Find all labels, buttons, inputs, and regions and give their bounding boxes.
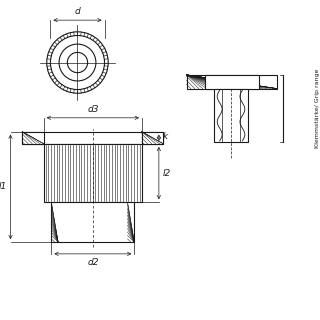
Text: k: k	[163, 132, 168, 141]
Text: d: d	[75, 7, 80, 16]
Polygon shape	[22, 132, 164, 144]
Text: d3: d3	[87, 105, 99, 114]
Polygon shape	[44, 144, 142, 202]
Text: l2: l2	[163, 169, 171, 178]
Polygon shape	[214, 89, 248, 142]
Polygon shape	[205, 75, 259, 89]
Text: l1: l1	[0, 182, 7, 191]
Text: d2: d2	[87, 258, 99, 267]
Polygon shape	[22, 132, 44, 144]
Polygon shape	[142, 132, 164, 144]
Text: Klemmstärke/ Grip range: Klemmstärke/ Grip range	[316, 69, 320, 148]
Polygon shape	[187, 75, 277, 89]
Polygon shape	[52, 202, 134, 242]
